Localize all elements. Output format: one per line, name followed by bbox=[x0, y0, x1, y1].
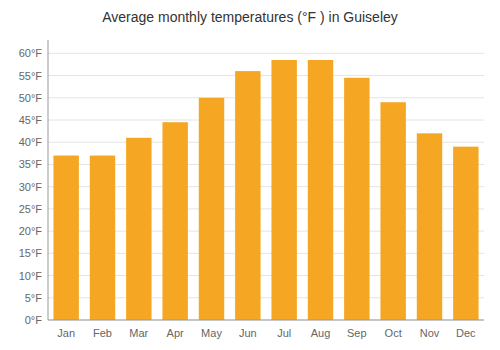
chart-title: Average monthly temperatures (°F ) in Gu… bbox=[102, 9, 398, 25]
bar bbox=[453, 147, 478, 320]
bar bbox=[344, 78, 369, 320]
y-tick-label: 25°F bbox=[19, 203, 43, 215]
bar bbox=[126, 138, 151, 320]
y-grid bbox=[48, 53, 484, 320]
bar bbox=[199, 98, 224, 320]
x-tick-label: Dec bbox=[456, 327, 476, 339]
x-tick-label: Nov bbox=[420, 327, 440, 339]
grid-line bbox=[48, 75, 484, 76]
grid-line bbox=[48, 53, 484, 54]
x-tick-label: Sep bbox=[347, 327, 367, 339]
y-tick-label: 15°F bbox=[19, 247, 43, 259]
chart-svg: Average monthly temperatures (°F ) in Gu… bbox=[0, 0, 500, 350]
y-axis-line bbox=[48, 40, 49, 320]
y-tick-label: 20°F bbox=[19, 225, 43, 237]
grid-line bbox=[48, 97, 484, 98]
y-tick-label: 60°F bbox=[19, 47, 43, 59]
y-tick-label: 55°F bbox=[19, 70, 43, 82]
y-tick-label: 35°F bbox=[19, 158, 43, 170]
x-tick-label: Mar bbox=[129, 327, 148, 339]
x-tick-label: Feb bbox=[93, 327, 112, 339]
x-tick-label: Jan bbox=[57, 327, 75, 339]
y-tick-label: 5°F bbox=[25, 292, 43, 304]
bar bbox=[271, 60, 296, 320]
x-tick-label: Oct bbox=[385, 327, 402, 339]
x-axis-line bbox=[48, 320, 484, 321]
bar bbox=[162, 122, 187, 320]
bar bbox=[90, 156, 115, 320]
bar bbox=[417, 133, 442, 320]
bar bbox=[380, 102, 405, 320]
y-tick-label: 50°F bbox=[19, 92, 43, 104]
bars bbox=[53, 60, 478, 320]
x-tick-label: Jul bbox=[277, 327, 291, 339]
x-tick-label: Aug bbox=[311, 327, 331, 339]
bar bbox=[308, 60, 333, 320]
y-tick-label: 0°F bbox=[25, 314, 43, 326]
grid-line bbox=[48, 120, 484, 121]
y-tick-label: 30°F bbox=[19, 181, 43, 193]
bar bbox=[235, 71, 260, 320]
x-tick-label: Jun bbox=[239, 327, 257, 339]
y-tick-label: 45°F bbox=[19, 114, 43, 126]
y-tick-label: 10°F bbox=[19, 270, 43, 282]
bar bbox=[53, 156, 78, 320]
x-tick-label: Apr bbox=[167, 327, 184, 339]
y-tick-label: 40°F bbox=[19, 136, 43, 148]
grid-line bbox=[48, 320, 484, 321]
chart-container: Average monthly temperatures (°F ) in Gu… bbox=[0, 0, 500, 350]
x-tick-label: May bbox=[201, 327, 222, 339]
